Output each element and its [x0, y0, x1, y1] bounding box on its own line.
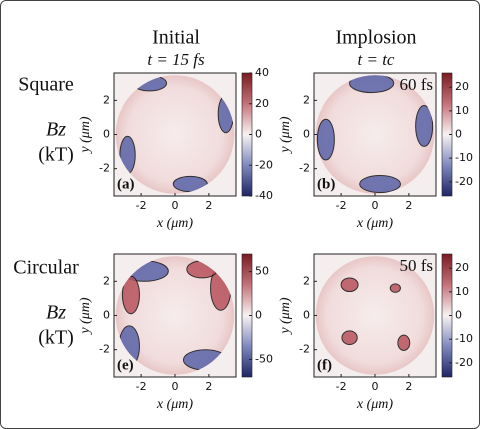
x-tick-label: 2 [405, 199, 412, 212]
colorbar-tick-label: 0 [455, 309, 462, 322]
target-disk [315, 75, 435, 194]
x-tick-label: 2 [205, 199, 212, 212]
y-tick-label: 0 [303, 309, 310, 322]
x-tick-label: -2 [136, 380, 147, 393]
x-axis-label: x (μm) [356, 216, 394, 231]
x-tick-label: 2 [405, 380, 412, 393]
colorbar-tick-label: 10 [455, 104, 469, 117]
colorbar-tick-label: 0 [455, 128, 462, 141]
column-title: Initial [152, 27, 200, 49]
target-disk [115, 256, 235, 375]
y-axis-label: y (μm) [278, 116, 293, 155]
y-tick-label: 2 [303, 93, 310, 106]
colorbar-tick-label: 20 [455, 80, 469, 93]
time-annotation: 60 fs [399, 75, 433, 94]
field-patches [340, 277, 411, 351]
y-tick-label: 0 [103, 128, 110, 141]
field-patch [341, 330, 358, 346]
x-axis-label: x (μm) [356, 397, 394, 412]
target-disk [115, 75, 235, 194]
panel-label: (b) [317, 176, 335, 192]
y-tick-label: -2 [99, 162, 110, 175]
x-axis-label: x (μm) [156, 397, 194, 412]
colorbar-tick-label: 20 [255, 97, 269, 110]
field-patch [397, 334, 411, 351]
y-tick-label: -2 [99, 343, 110, 356]
x-tick-label: -2 [336, 380, 347, 393]
x-axis-label: x (μm) [156, 216, 194, 231]
field-patch [389, 283, 401, 293]
field-patch [349, 75, 395, 94]
y-tick-label: -2 [299, 162, 310, 175]
y-tick-label: -2 [299, 343, 310, 356]
y-tick-label: 2 [103, 274, 110, 287]
y-tick-label: 2 [303, 274, 310, 287]
colorbar-tick-label: 20 [455, 261, 469, 274]
column-subtitle: t = tc [358, 50, 395, 69]
field-patch [121, 275, 140, 315]
colorbar-tick-label: -50 [255, 352, 273, 365]
field-patch [415, 105, 434, 147]
field-patch [340, 277, 359, 293]
colorbar-tick-label: -20 [255, 158, 273, 171]
row-unit: (kT) [38, 327, 74, 349]
column-subtitle: t = 15 fs [147, 50, 205, 69]
y-axis-label: y (μm) [78, 116, 93, 155]
field-patch [172, 175, 208, 193]
column-title: Implosion [335, 27, 416, 49]
colorbar-tick-label: 50 [255, 265, 269, 278]
panel-label: (e) [117, 357, 134, 373]
field-patches [316, 75, 434, 194]
x-tick-label: -2 [136, 199, 147, 212]
x-tick-label: 0 [372, 380, 379, 393]
x-tick-label: 0 [372, 199, 379, 212]
y-axis-label: y (μm) [278, 297, 293, 336]
colorbar-tick-label: -20 [455, 175, 473, 188]
colorbar-tick-label: 0 [255, 128, 262, 141]
colorbar-tick-label: -10 [455, 332, 473, 345]
colorbar-tick-label: -20 [455, 356, 473, 369]
panel-label: (f) [317, 357, 332, 373]
x-tick-label: 0 [172, 199, 179, 212]
field-patch [359, 175, 401, 194]
y-tick-label: 0 [103, 309, 110, 322]
row-quantity: Bz [46, 119, 66, 141]
y-axis-label: y (μm) [78, 297, 93, 336]
colorbar-tick-label: -40 [255, 189, 273, 202]
panel-label: (a) [117, 176, 135, 192]
row-title: Circular [13, 257, 79, 279]
y-tick-label: 0 [303, 128, 310, 141]
time-annotation: 50 fs [399, 256, 433, 275]
row-title: Square [18, 74, 74, 96]
x-tick-label: 2 [205, 380, 212, 393]
colorbar-tick-label: 40 [255, 66, 269, 79]
colorbar-tick-label: 0 [255, 309, 262, 322]
row-quantity: Bz [46, 302, 66, 324]
colorbar-tick-label: -10 [455, 151, 473, 164]
colorbar-tick-label: 10 [455, 285, 469, 298]
x-tick-label: -2 [336, 199, 347, 212]
row-unit: (kT) [38, 144, 74, 166]
y-tick-label: 2 [103, 93, 110, 106]
field-patch [316, 118, 335, 161]
x-tick-label: 0 [172, 380, 179, 393]
